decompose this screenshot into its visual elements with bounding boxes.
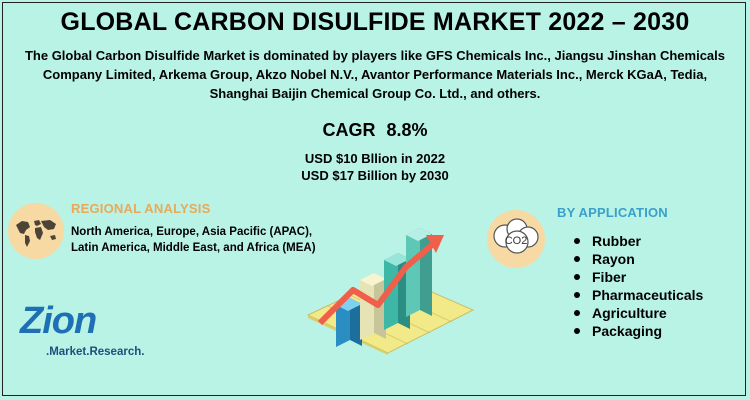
cagr-stat: CAGR 8.8%	[0, 120, 750, 141]
bullet-icon	[574, 292, 580, 298]
intro-text: The Global Carbon Disulfide Market is do…	[24, 48, 726, 101]
bullet-icon	[574, 256, 580, 262]
regional-analysis-text: North America, Europe, Asia Pacific (APA…	[71, 226, 316, 254]
application-item-label: Rubber	[592, 233, 641, 249]
bullet-icon	[574, 310, 580, 316]
world-map-icon	[8, 203, 64, 259]
application-item-fiber: Fiber	[572, 268, 703, 286]
by-application-title: BY APPLICATION	[557, 205, 668, 220]
cagr-value: 8.8%	[386, 120, 428, 140]
page-title: GLOBAL CARBON DISULFIDE MARKET 2022 – 20…	[60, 8, 690, 36]
co2-label: CO2	[505, 235, 528, 247]
bullet-icon	[574, 328, 580, 334]
application-item-label: Packaging	[592, 323, 663, 339]
application-item-pharmaceuticals: Pharmaceuticals	[572, 286, 703, 304]
logo-tagline: .Market.Research.	[46, 346, 145, 358]
logo-wordmark: Zion	[20, 300, 97, 342]
bullet-icon	[574, 238, 580, 244]
page-frame	[2, 2, 746, 396]
market-size: USD $10 Bllion in 2022 USD $17 Billion b…	[0, 150, 750, 184]
market-size-2030: USD $17 Billion by 2030	[301, 168, 449, 183]
application-item-label: Fiber	[592, 269, 627, 285]
application-item-label: Pharmaceuticals	[592, 287, 704, 303]
application-item-label: Rayon	[592, 251, 635, 267]
bar-2	[360, 273, 386, 340]
application-item-agriculture: Agriculture	[572, 304, 703, 322]
bar-1	[336, 298, 362, 347]
cagr-label: CAGR	[322, 120, 376, 140]
bar-4	[406, 228, 432, 317]
application-item-label: Agriculture	[592, 305, 667, 321]
application-item-rayon: Rayon	[572, 250, 703, 268]
application-item-rubber: Rubber	[572, 232, 703, 250]
application-item-packaging: Packaging	[572, 322, 703, 340]
regional-analysis-title: REGIONAL ANALYSIS	[71, 201, 211, 216]
co2-cloud-icon: CO2	[487, 210, 545, 268]
application-list: Rubber Rayon Fiber Pharmaceuticals Agric…	[572, 232, 703, 340]
growth-bar-chart-illustration	[298, 205, 478, 355]
market-size-2022: USD $10 Bllion in 2022	[304, 151, 446, 166]
bullet-icon	[574, 274, 580, 280]
